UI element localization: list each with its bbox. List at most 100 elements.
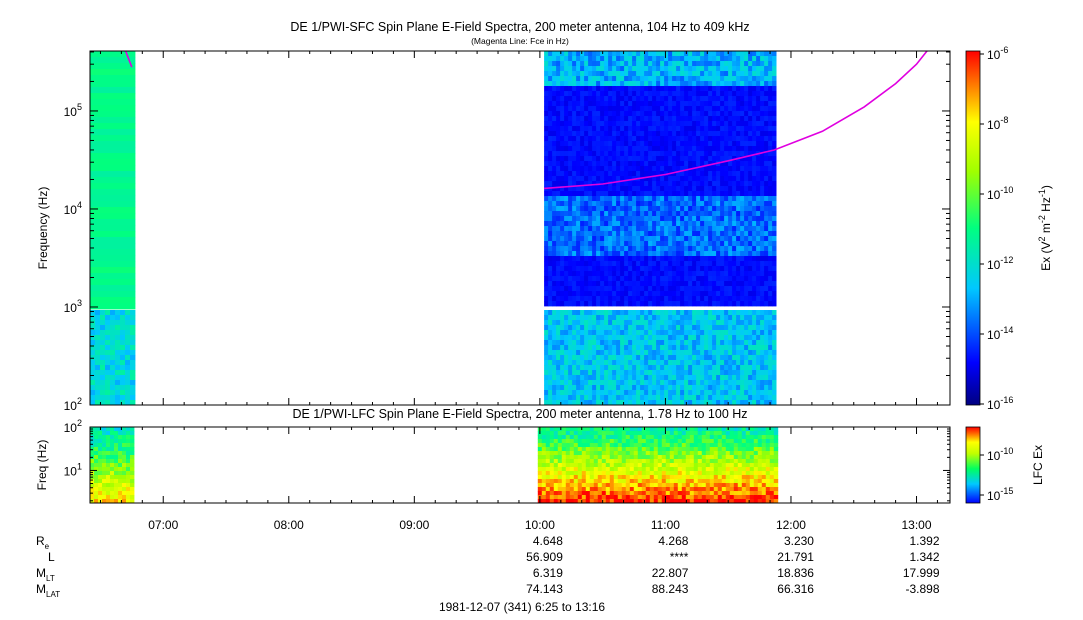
spectrogram-cell — [704, 96, 709, 102]
spectrogram-cell — [656, 141, 661, 147]
spectrogram-cell — [740, 365, 745, 371]
spectrogram-cell — [656, 296, 661, 302]
spectrogram-cell — [95, 385, 101, 391]
spectrogram-cell — [90, 195, 136, 202]
spectrogram-cell — [628, 276, 633, 282]
spectrogram-cell — [736, 350, 741, 356]
spectrogram-cell — [90, 93, 136, 100]
spectrogram-cell — [601, 467, 607, 472]
spectrogram-cell — [604, 111, 609, 117]
spectrogram-cell — [740, 226, 745, 232]
spectrogram-cell — [609, 455, 615, 460]
spectrogram-cell — [588, 126, 593, 132]
spectrogram-cell — [752, 236, 757, 242]
spectrogram-cell — [605, 495, 611, 500]
spectrogram-cell — [760, 400, 765, 405]
spectrogram-cell — [572, 151, 577, 157]
spectrogram-cell — [752, 166, 757, 172]
spectrogram-cell — [548, 146, 553, 152]
spectrogram-cell — [548, 191, 553, 197]
spectrogram-cell — [628, 161, 633, 167]
spectrogram-cell — [585, 495, 591, 500]
spectrogram-cell — [624, 400, 629, 405]
spectrogram-cell — [556, 310, 561, 316]
spectrogram-cell — [608, 121, 613, 127]
spectrogram-cell — [95, 335, 101, 341]
spectrogram-cell — [652, 186, 657, 192]
spectrogram-cell — [656, 345, 661, 351]
spectrogram-cell — [572, 96, 577, 102]
spectrogram-cell — [608, 315, 613, 321]
spectrogram-cell — [556, 320, 561, 326]
spectrogram-cell — [768, 101, 773, 107]
spectrogram-cell — [556, 81, 561, 87]
spectrogram-cell — [656, 186, 661, 192]
spectrogram-cell — [640, 310, 645, 316]
spectrogram-cell — [768, 146, 773, 152]
spectrogram-cell — [736, 151, 741, 157]
spectrogram-cell — [720, 370, 725, 376]
spectrogram-cell — [692, 116, 697, 122]
spectrogram-cell — [736, 136, 741, 142]
spectrogram-cell — [640, 61, 645, 67]
spectrogram-cell — [680, 51, 685, 57]
spectrogram-cell — [760, 196, 765, 202]
spectrogram-cell — [772, 325, 777, 331]
spectrogram-cell — [589, 427, 595, 432]
spectrogram-cell — [118, 435, 123, 440]
spectrogram-cell — [748, 211, 753, 217]
spectrogram-cell — [556, 271, 561, 277]
spectrogram-cell — [672, 251, 677, 257]
spectrogram-cell — [620, 350, 625, 356]
spectrogram-cell — [756, 166, 761, 172]
spectrogram-cell — [696, 61, 701, 67]
spectrogram-cell — [580, 335, 585, 341]
spectrogram-cell — [548, 116, 553, 122]
spectrogram-cell — [556, 330, 561, 336]
spectrogram-cell — [648, 166, 653, 172]
spectrogram-cell — [548, 201, 553, 207]
spectrogram-cell — [584, 315, 589, 321]
spectrogram-cell — [573, 487, 579, 492]
spectrogram-cell — [676, 141, 681, 147]
spectrogram-cell — [90, 273, 136, 280]
spectrogram-cell — [624, 390, 629, 396]
spectrogram-cell — [756, 141, 761, 147]
spectrogram-cell — [548, 76, 553, 82]
spectrogram-cell — [584, 310, 589, 316]
spectrogram-cell — [564, 211, 569, 217]
spectrogram-cell — [584, 400, 589, 405]
spectrogram-cell — [572, 385, 577, 391]
spectrogram-cell — [90, 153, 136, 160]
spectrogram-cell — [588, 216, 593, 222]
spectrogram-cell — [604, 121, 609, 127]
spectrogram-cell — [736, 360, 741, 366]
spectrogram-cell — [716, 400, 721, 405]
spectrogram-cell — [696, 161, 701, 167]
spectrogram-cell — [90, 255, 136, 262]
spectrogram-cell — [716, 181, 721, 187]
spectrogram-cell — [592, 166, 597, 172]
spectrogram-cell — [597, 439, 603, 444]
spectrogram-cell — [768, 61, 773, 67]
spectrogram-cell — [568, 281, 573, 287]
spectrogram-cell — [580, 96, 585, 102]
spectrogram-cell — [600, 121, 605, 127]
spectrogram-cell — [568, 365, 573, 371]
spectrogram-cell — [588, 221, 593, 227]
spectrogram-cell — [636, 226, 641, 232]
spectrogram-cell — [564, 96, 569, 102]
spectrogram-cell — [556, 246, 561, 252]
spectrogram-cell — [600, 141, 605, 147]
spectrogram-cell — [90, 439, 95, 444]
spectrogram-cell — [604, 365, 609, 371]
spectrogram-cell — [597, 495, 603, 500]
spectrogram-cell — [102, 487, 107, 492]
spectrogram-cell — [102, 439, 107, 444]
spectrogram-cell — [712, 91, 717, 97]
spectrogram-cell — [652, 340, 657, 346]
spectrogram-cell — [636, 106, 641, 112]
spectrogram-cell — [561, 467, 567, 472]
spectrogram-cell — [668, 226, 673, 232]
spectrogram-cell — [592, 231, 597, 237]
